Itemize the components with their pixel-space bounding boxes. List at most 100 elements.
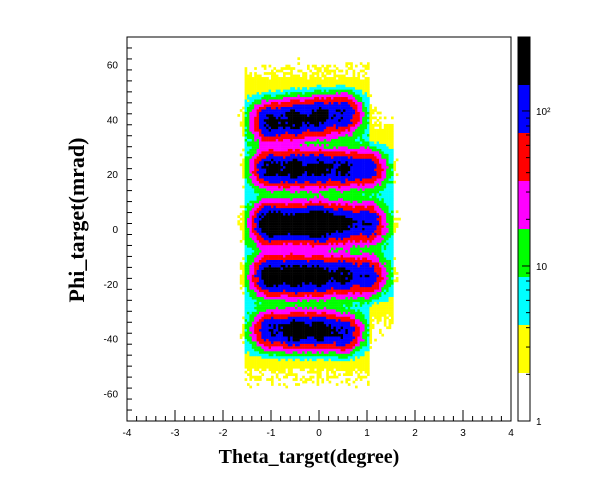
heatmap-cell [326, 178, 329, 181]
heatmap-cell [273, 309, 277, 312]
heatmap-cell [321, 89, 325, 93]
heatmap-cell [259, 281, 262, 285]
heatmap-cell [316, 185, 320, 189]
heatmap-cell [316, 156, 320, 159]
heatmap-cell [280, 254, 284, 258]
heatmap-cell [292, 163, 296, 167]
heatmap-cell [328, 114, 332, 117]
heatmap-cell [321, 272, 325, 275]
heatmap-cell [251, 146, 255, 149]
heatmap-cell [249, 151, 253, 154]
heatmap-cell [292, 309, 296, 312]
heatmap-cell [244, 227, 248, 231]
heatmap-cell [321, 146, 325, 149]
heatmap-cell [244, 178, 248, 181]
heatmap-cell [273, 114, 277, 117]
heatmap-cell [271, 311, 274, 315]
heatmap-cell [247, 207, 250, 211]
heatmap-cell [268, 106, 272, 110]
heatmap-cell [323, 331, 327, 335]
heatmap-cell [321, 365, 325, 369]
heatmap-cell [278, 84, 281, 88]
heatmap-cell [290, 358, 293, 362]
heatmap-cell [280, 79, 284, 83]
heatmap-cell [326, 346, 329, 349]
heatmap-cell [251, 104, 255, 107]
heatmap-cell [314, 158, 317, 162]
heatmap-cell [338, 121, 341, 125]
heatmap-cell [309, 274, 313, 278]
heatmap-cell [285, 190, 289, 194]
heatmap-cell [307, 346, 310, 349]
heatmap-cell [321, 227, 325, 231]
heatmap-cell [280, 126, 284, 130]
heatmap-cell [283, 227, 286, 231]
heatmap-cell [309, 296, 313, 300]
heatmap-cell [266, 79, 269, 83]
heatmap-cell [259, 235, 262, 238]
heatmap-cell [311, 370, 315, 374]
heatmap-cell [295, 321, 298, 325]
heatmap-cell [328, 343, 332, 347]
heatmap-cell [268, 109, 272, 112]
heatmap-cell [333, 291, 337, 295]
heatmap-cell [242, 158, 245, 162]
heatmap-cell [333, 180, 337, 184]
heatmap-cell [326, 146, 329, 149]
heatmap-cell [323, 138, 327, 142]
heatmap-cell [321, 257, 325, 260]
heatmap-cell [273, 363, 277, 367]
heatmap-cell [319, 232, 322, 236]
heatmap-cell [256, 348, 260, 352]
heatmap-cell [256, 99, 260, 102]
heatmap-cell [273, 306, 277, 310]
heatmap-cell [256, 86, 260, 90]
heatmap-cell [280, 180, 284, 184]
heatmap-cell [333, 153, 337, 157]
heatmap-cell [283, 277, 286, 280]
heatmap-cell [307, 358, 310, 362]
heatmap-cell [328, 237, 332, 241]
heatmap-cell [302, 365, 305, 369]
heatmap-cell [299, 143, 303, 147]
heatmap-cell [314, 328, 317, 332]
heatmap-cell [321, 247, 325, 251]
heatmap-cell [251, 217, 255, 221]
heatmap-cell [242, 279, 245, 283]
heatmap-cell [283, 269, 286, 273]
heatmap-cell [311, 277, 315, 280]
heatmap-cell [290, 170, 293, 174]
heatmap-cell [273, 338, 277, 342]
heatmap-cell [271, 318, 274, 322]
heatmap-cell [283, 281, 286, 285]
heatmap-cell [328, 318, 332, 322]
heatmap-cell [319, 141, 322, 144]
heatmap-cell [287, 279, 291, 283]
heatmap-cell [254, 331, 257, 335]
heatmap-cell [297, 170, 301, 174]
heatmap-cell [261, 277, 265, 280]
heatmap-cell [311, 170, 315, 174]
heatmap-cell [256, 254, 260, 258]
heatmap-cell [247, 225, 250, 228]
heatmap-cell [254, 207, 257, 211]
heatmap-cell [244, 279, 248, 283]
heatmap-cell [254, 279, 257, 283]
heatmap-cell [278, 185, 281, 189]
heatmap-cell [297, 119, 301, 122]
heatmap-cell [244, 267, 248, 270]
heatmap-cell [309, 109, 313, 112]
heatmap-cell [319, 158, 322, 162]
heatmap-cell [295, 141, 298, 144]
heatmap-cell [290, 316, 293, 320]
heatmap-cell [302, 158, 305, 162]
heatmap-cell [290, 202, 293, 206]
heatmap-cell [285, 343, 289, 347]
heatmap-cell [326, 131, 329, 135]
heatmap-cell [249, 370, 253, 374]
heatmap-cell [256, 101, 260, 105]
heatmap-cell [278, 338, 281, 342]
heatmap-cell [321, 351, 325, 354]
heatmap-cell [292, 133, 296, 137]
heatmap-cell [251, 200, 255, 204]
